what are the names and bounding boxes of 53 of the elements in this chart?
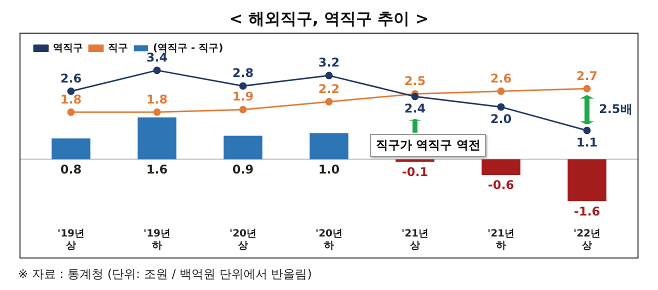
data-label: 1.9 [232,90,254,104]
data-label: -0.6 [488,178,514,192]
point [325,72,333,80]
data-label: 0.8 [60,162,82,176]
data-label: -0.1 [402,165,428,180]
bar [52,138,90,160]
annotation: 2.5배 [599,100,632,118]
x-tick-label: '22년 상 [574,228,600,252]
legend-label: 직구 [108,42,128,54]
x-tick-label: '21년 하 [488,228,514,252]
legend-label: (역직구 - 직구) [153,42,224,54]
bar [310,133,348,160]
point [153,66,161,74]
data-label: 2.7 [576,68,598,83]
point [239,82,247,90]
data-label: 2.0 [490,112,512,126]
x-tick-label: '20년 상 [230,228,256,252]
data-label: 1.6 [146,162,168,176]
data-label: 2.8 [232,66,254,80]
annotation: 직구가 역직구 역전 [370,134,486,158]
data-label: 2.2 [318,82,340,96]
point [239,106,247,114]
data-label: 1.1 [576,136,598,150]
data-label: 2.6 [490,71,512,86]
chart-title: < 해외직구, 역직구 추이 > [229,8,429,28]
data-label: -1.6 [574,204,600,218]
bar [396,159,434,162]
data-label: 1.8 [146,92,168,106]
point [497,88,505,96]
point [583,84,591,92]
bar [482,159,520,175]
bar [568,159,606,202]
data-label: 2.6 [60,71,82,86]
point [497,103,505,111]
legend-label: 역직구 [53,42,83,54]
point [67,108,75,116]
point [583,126,591,134]
x-tick-label: '21년 상 [402,228,428,252]
bar [138,117,176,160]
x-tick-label: '19년 상 [58,228,84,252]
point [411,92,419,100]
bar [224,136,262,160]
data-label: 1.0 [318,162,340,176]
data-label: 2.5 [404,74,426,88]
point [325,98,333,106]
data-label: 2.4 [404,102,426,116]
data-label: 1.8 [60,92,82,106]
data-label: 3.2 [318,56,340,70]
x-tick-label: '20년 하 [316,228,342,252]
x-tick-label: '19년 하 [144,228,170,252]
text: ※ 자료 : 통계청 (단위: 조원 / 백억원 단위에서 반올림) [17,266,313,283]
point [153,108,161,116]
data-label: 0.9 [232,162,254,176]
